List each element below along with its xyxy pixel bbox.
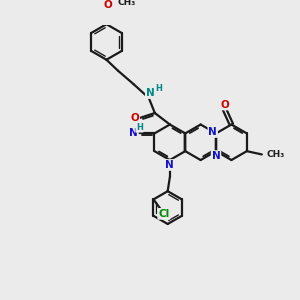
Text: O: O (103, 0, 112, 10)
Text: N: N (146, 88, 154, 98)
Text: O: O (220, 100, 229, 110)
Text: CH₃: CH₃ (267, 150, 285, 159)
Text: Cl: Cl (158, 209, 169, 219)
Text: H: H (155, 84, 162, 93)
Text: CH₃: CH₃ (118, 0, 136, 7)
Text: N: N (212, 151, 220, 161)
Text: O: O (130, 113, 139, 123)
Text: N: N (166, 160, 174, 170)
Text: N: N (129, 128, 138, 138)
Text: H: H (136, 123, 143, 132)
Text: N: N (208, 127, 217, 137)
